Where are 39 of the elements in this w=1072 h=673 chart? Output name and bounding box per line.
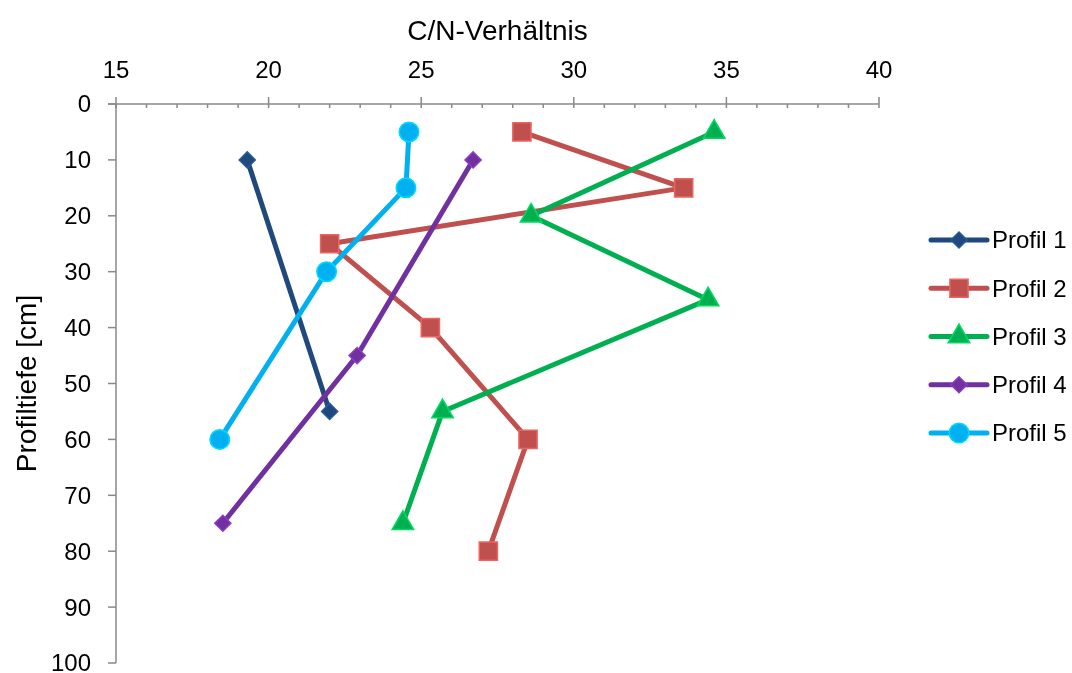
y-tick-label: 30 [64,258,91,286]
x-axis-title: C/N-Verhältnis [407,15,588,46]
y-tick-label: 0 [77,90,91,118]
legend-label: Profil 1 [992,226,1067,254]
point [464,151,482,169]
point [320,402,339,421]
y-tick-label: 100 [50,649,91,673]
y-tick-label: 80 [64,537,91,565]
point [214,514,232,533]
point [319,233,340,254]
point [673,178,694,198]
legend-label: Profil 5 [992,419,1067,447]
y-tick-label: 40 [64,314,91,341]
y-tick-label: 20 [64,202,91,230]
y-tick-label: 10 [64,146,91,174]
point [420,317,441,338]
point [512,122,532,142]
x-tick-label: 35 [713,56,740,83]
legend-label: Profil 3 [992,322,1067,350]
x-tick-label: 20 [255,56,282,83]
y-axis-title: Profiltiefe [cm] [11,294,42,473]
point [395,177,417,199]
point [209,428,231,450]
y-tick-label: 90 [64,593,91,621]
legend-label: Profil 2 [992,274,1067,302]
point [316,261,338,283]
x-tick-label: 30 [560,56,588,83]
point [348,346,366,365]
point [398,121,420,143]
x-tick-label: 40 [865,56,893,83]
legend-label: Profil 4 [992,371,1067,399]
point [478,541,499,562]
y-tick-label: 50 [64,369,91,397]
point [238,151,257,169]
x-tick-label: 15 [102,56,130,83]
y-tick-label: 70 [64,481,91,509]
y-tick-label: 60 [64,425,91,453]
point [518,429,538,450]
x-tick-label: 25 [407,56,435,83]
